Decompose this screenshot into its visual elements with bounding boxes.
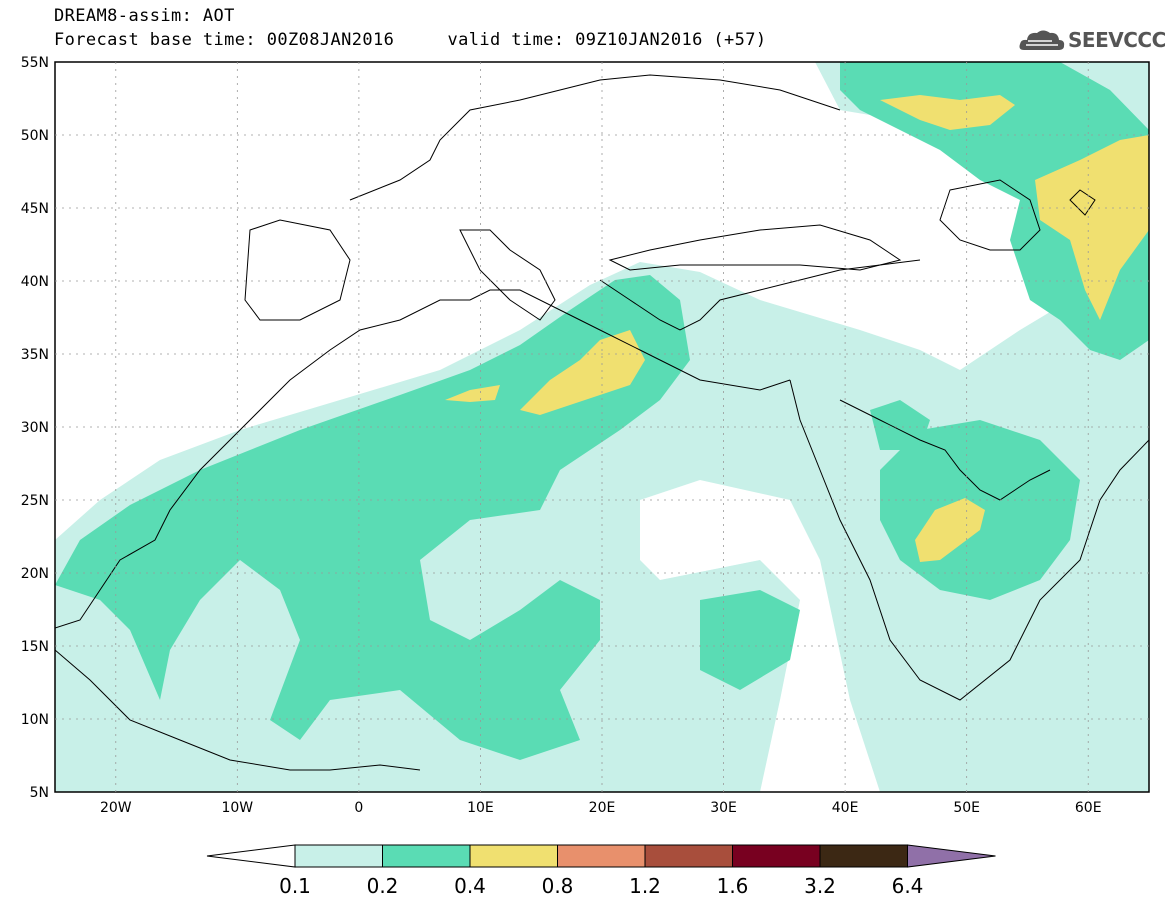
lat-label: 30N: [21, 420, 49, 436]
lon-label: 50E: [953, 800, 980, 816]
colorbar-segment: [469, 844, 558, 868]
lon-label: 40E: [832, 800, 859, 816]
lon-label: 0: [354, 800, 363, 816]
cloud-icon: [1019, 30, 1065, 50]
coastlines: [55, 74, 1149, 771]
lat-label: 5N: [30, 785, 49, 801]
aot-level-0.4: [445, 95, 1149, 562]
colorbar-over-triangle: [907, 844, 996, 868]
logo-text: SEEVCCC: [1068, 28, 1165, 52]
lat-label: 10N: [21, 712, 49, 728]
lat-label: 25N: [21, 493, 49, 509]
latitude-labels: 55N 50N 45N 40N 35N 30N 25N 20N 15N 10N 5N: [21, 55, 49, 801]
seevccc-logo: SEEVCCC: [1018, 26, 1165, 56]
colorbar-segment: [557, 844, 646, 868]
colorbar-segment: [382, 844, 471, 868]
colorbar-labels: 0.1 0.2 0.4 0.8 1.2 1.6 3.2 6.4: [279, 874, 923, 898]
colorbar-level-label: 0.8: [542, 874, 574, 898]
lon-label: 30E: [710, 800, 737, 816]
colorbar-level-label: 1.2: [629, 874, 661, 898]
colorbar-level-label: 0.1: [279, 874, 311, 898]
lat-label: 15N: [21, 639, 49, 655]
colorbar-segment: [294, 844, 383, 868]
lon-label: 20W: [100, 800, 132, 816]
lat-label: 45N: [21, 201, 49, 217]
forecast-time-subtitle: Forecast base time: 00Z08JAN2016 valid t…: [54, 30, 767, 50]
colorbar-level-label: 0.2: [367, 874, 399, 898]
colorbar-level-label: 6.4: [892, 874, 924, 898]
lat-label: 20N: [21, 566, 49, 582]
colorbar-level-label: 3.2: [804, 874, 836, 898]
colorbar: [206, 844, 996, 868]
colorbar-segment: [819, 844, 908, 868]
lat-label: 35N: [21, 347, 49, 363]
graticule: [55, 62, 1149, 792]
colorbar-level-label: 0.4: [454, 874, 486, 898]
lat-label: 40N: [21, 274, 49, 290]
colorbar-segment: [732, 844, 821, 868]
colorbar-segment: [644, 844, 733, 868]
colorbar-under-triangle: [206, 844, 296, 868]
colorbar-level-label: 1.6: [717, 874, 749, 898]
lon-label: 10E: [467, 800, 494, 816]
lat-label: 55N: [21, 55, 49, 71]
map-title: DREAM8-assim: AOT: [54, 6, 235, 26]
lon-label: 60E: [1075, 800, 1102, 816]
lon-label: 10W: [221, 800, 253, 816]
longitude-labels: 20W 10W 0 10E 20E 30E 40E 50E 60E: [100, 800, 1102, 816]
lon-label: 20E: [589, 800, 616, 816]
lat-label: 50N: [21, 128, 49, 144]
